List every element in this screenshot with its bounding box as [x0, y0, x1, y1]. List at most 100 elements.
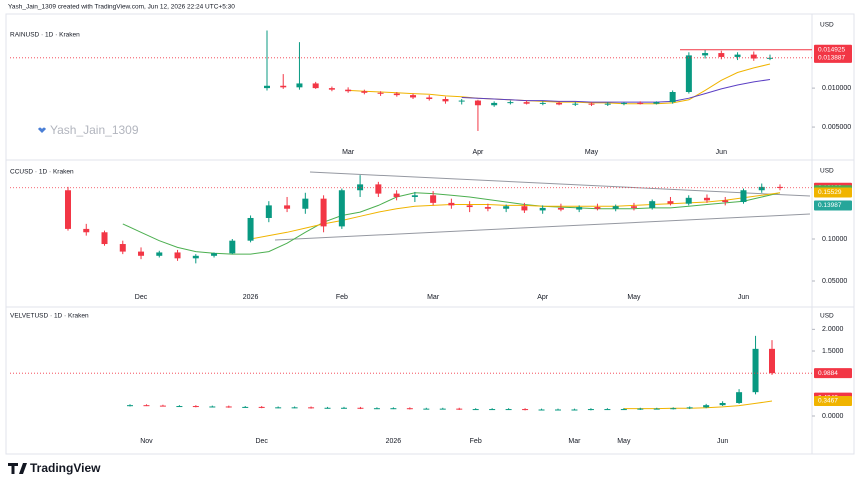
candle-body — [448, 202, 455, 206]
y-tick-label: 2.0000 — [822, 326, 844, 333]
price-label-box — [814, 52, 852, 63]
candle-body — [312, 83, 319, 89]
candle-body — [503, 206, 510, 209]
candle-body — [377, 92, 384, 94]
candle-body — [572, 103, 579, 105]
y-tick-label: 0.005000 — [822, 124, 851, 131]
candle-body — [296, 83, 303, 88]
x-tick-label: Apr — [472, 149, 484, 156]
candle-body — [393, 193, 400, 197]
candle-body — [620, 409, 627, 411]
trend-line — [274, 213, 811, 241]
candle-body — [588, 103, 595, 105]
candle-body — [752, 348, 759, 393]
candle-body — [390, 408, 397, 410]
candle-body — [242, 406, 249, 408]
trend-line — [309, 171, 811, 197]
candle-body — [225, 406, 232, 408]
price-label: 0.014925 — [818, 46, 845, 53]
candle-body — [320, 198, 327, 227]
candle-body — [653, 102, 660, 104]
candle-body — [740, 190, 747, 203]
moving-average — [250, 192, 781, 240]
candle-body — [539, 102, 546, 104]
candle-body — [620, 102, 627, 104]
x-tick-label: 2026 — [243, 294, 259, 301]
candle-body — [265, 205, 272, 218]
candle-body — [718, 53, 725, 57]
price-label-box — [814, 200, 852, 211]
candle-body — [143, 405, 150, 407]
candle-body — [685, 55, 692, 93]
candle-body — [489, 409, 496, 411]
x-tick-label: May — [585, 149, 599, 156]
price-label: 0.3467 — [818, 398, 838, 405]
candle-body — [702, 53, 709, 56]
candle-body — [722, 200, 729, 203]
candle-body — [393, 93, 400, 96]
candle-body — [719, 403, 726, 406]
candle-body — [456, 408, 463, 410]
price-label: 0.13987 — [818, 202, 842, 209]
candle-body — [474, 100, 481, 106]
candle-body — [637, 102, 644, 104]
candle-body — [174, 252, 181, 259]
candle-body — [308, 407, 315, 409]
y-tick-label: 0.0000 — [822, 413, 844, 420]
y-tick-label: 1.5000 — [822, 348, 844, 355]
price-label-box — [814, 395, 852, 406]
candle-body — [507, 102, 514, 104]
candle-body — [649, 201, 656, 208]
candle-body — [522, 409, 529, 411]
candle-body — [65, 190, 71, 229]
currency-label: USD — [820, 22, 834, 29]
candle-body — [556, 102, 563, 105]
candle-body — [159, 405, 166, 407]
candle-body — [324, 407, 331, 409]
x-tick-label: Dec — [135, 294, 148, 301]
candle-body — [521, 206, 528, 211]
candle-body — [361, 91, 368, 93]
watermark: Yash_Jain_1309 — [50, 123, 139, 137]
x-tick-label: Jun — [716, 149, 727, 156]
candle-body — [604, 409, 611, 411]
x-tick-label: May — [617, 438, 631, 445]
candle-body — [703, 405, 710, 408]
candle-body — [472, 409, 479, 411]
candle-body — [523, 102, 530, 104]
candle-body — [750, 54, 757, 59]
watermark-icon — [38, 127, 46, 133]
candle-body — [442, 99, 449, 102]
candle-body — [439, 408, 446, 410]
candle-body — [127, 405, 133, 407]
candle-body — [458, 100, 465, 102]
price-label-box — [814, 187, 852, 198]
candle-body — [538, 409, 545, 411]
candle-body — [192, 406, 199, 408]
candle-body — [247, 217, 254, 241]
candle-body — [571, 409, 578, 411]
candle-body — [411, 195, 418, 197]
candle-body — [630, 206, 637, 208]
frame — [5, 13, 855, 455]
moving-average — [623, 400, 773, 410]
candle-body — [258, 406, 265, 408]
candle-body — [280, 85, 287, 88]
candle-body — [604, 103, 611, 105]
candle-body — [491, 102, 498, 106]
candle-body — [769, 348, 775, 374]
candle-body — [777, 186, 783, 188]
candle-body — [357, 407, 364, 409]
candle-body — [505, 409, 512, 411]
candle-body — [264, 85, 270, 89]
candle-body — [328, 88, 335, 90]
candle-body — [576, 207, 583, 210]
candle-body — [555, 409, 561, 411]
candle-body — [670, 408, 677, 410]
candle-body — [406, 408, 413, 410]
y-tick-label: 0.10000 — [822, 236, 847, 243]
x-tick-label: Mar — [342, 149, 355, 156]
price-label: 0.9884 — [818, 370, 838, 377]
